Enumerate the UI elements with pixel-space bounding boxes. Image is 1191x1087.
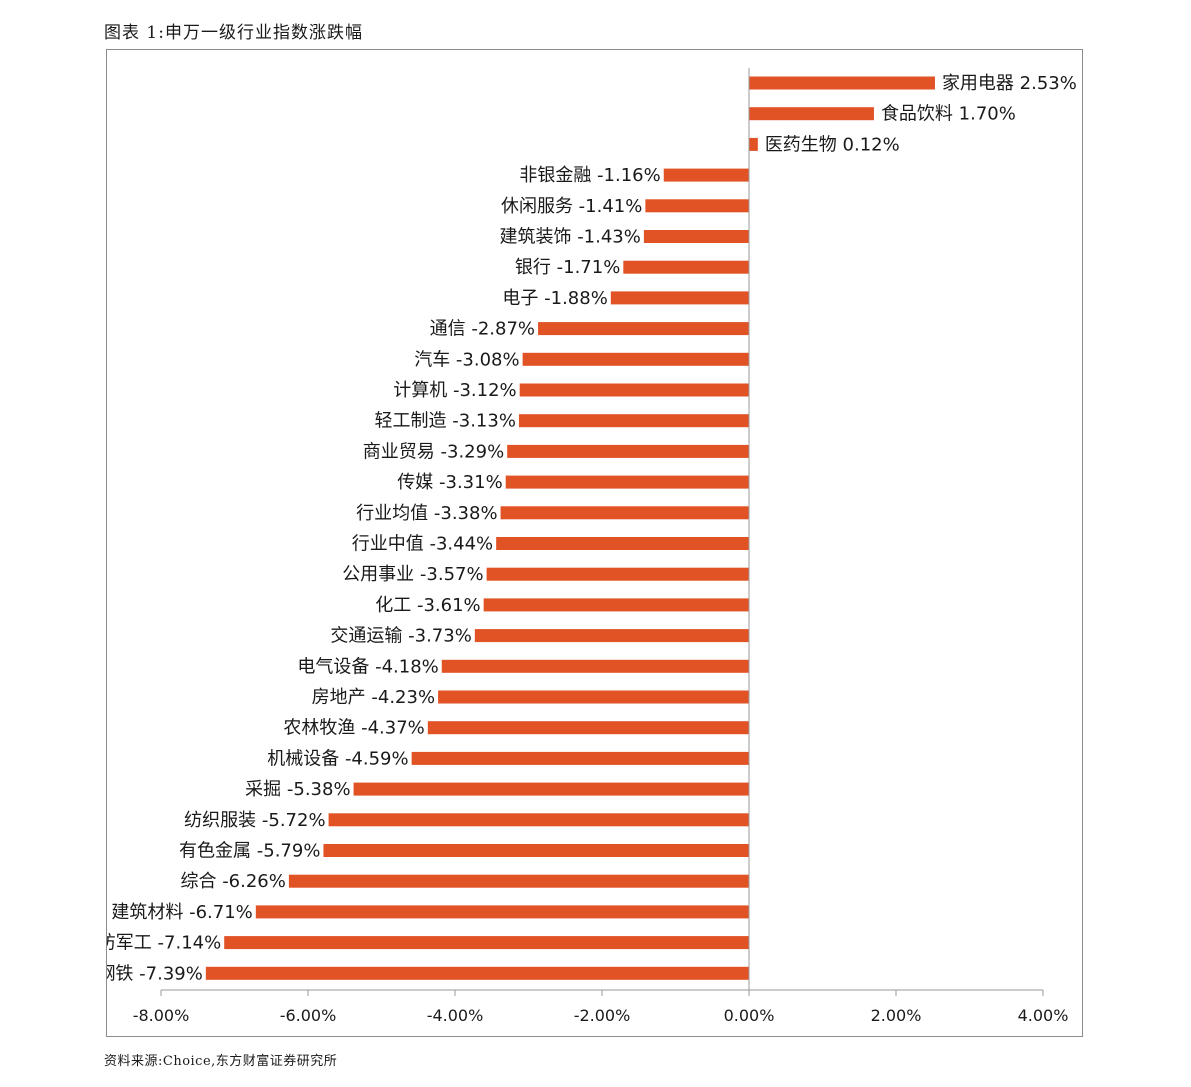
bar — [505, 475, 749, 489]
bar — [623, 260, 749, 274]
bar — [224, 936, 750, 950]
data-label: 公用事业 -3.57% — [342, 564, 483, 585]
data-label: 建筑装饰 -1.43% — [499, 227, 640, 248]
bar — [519, 383, 749, 397]
data-label: 纺织服装 -5.72% — [184, 810, 325, 831]
data-label: 医药生物 0.12% — [765, 134, 900, 155]
bar — [522, 352, 749, 366]
bar — [288, 874, 749, 888]
data-label: 行业均值 -3.38% — [356, 503, 497, 524]
data-label: 通信 -2.87% — [430, 319, 535, 340]
bar — [205, 966, 750, 980]
bar — [518, 414, 749, 428]
bar — [474, 629, 749, 643]
data-label: 非银金融 -1.16% — [519, 165, 660, 186]
data-label: 有色金属 -5.79% — [179, 841, 320, 862]
data-label: 商业贸易 -3.29% — [363, 441, 504, 462]
bar — [749, 76, 935, 90]
figure-title: 图表 1:申万一级行业指数涨跌幅 — [104, 23, 363, 43]
x-tick-label: 2.00% — [871, 1006, 922, 1025]
data-label: 机械设备 -4.59% — [267, 748, 408, 769]
bar — [610, 291, 749, 305]
data-label: 家用电器 2.53% — [942, 73, 1077, 94]
data-label: 食品饮料 1.70% — [881, 104, 1016, 125]
bar — [438, 690, 749, 704]
x-tick-label: -6.00% — [280, 1006, 337, 1025]
bar — [643, 230, 749, 243]
data-label: 电气设备 -4.18% — [297, 656, 438, 677]
x-tick-label: -8.00% — [133, 1006, 190, 1025]
bar — [411, 751, 749, 765]
bar — [353, 782, 749, 796]
data-label: 化工 -3.61% — [375, 595, 480, 616]
bar — [749, 107, 874, 121]
data-label: 农林牧渔 -4.37% — [283, 718, 424, 739]
data-label: 交通运输 -3.73% — [330, 626, 471, 647]
bar — [663, 168, 749, 182]
data-label: 传媒 -3.31% — [397, 472, 502, 493]
data-label: 房地产 -4.23% — [312, 687, 435, 708]
bar — [486, 567, 749, 581]
data-label: 汽车 -3.08% — [414, 349, 519, 370]
x-tick-label: 0.00% — [724, 1006, 775, 1025]
x-tick-label: -2.00% — [574, 1006, 631, 1025]
x-tick-label: 4.00% — [1018, 1006, 1069, 1025]
data-label: 休闲服务 -1.41% — [501, 196, 642, 217]
bar — [483, 598, 749, 612]
data-label: 钢铁 -7.39% — [107, 963, 203, 984]
data-label: 综合 -6.26% — [180, 871, 285, 892]
bar — [538, 322, 749, 336]
data-label: 轻工制造 -3.13% — [375, 411, 516, 432]
bar — [255, 905, 749, 919]
data-label: 银行 -1.71% — [515, 257, 620, 278]
data-label: 采掘 -5.38% — [245, 779, 350, 800]
data-label: 计算机 -3.12% — [393, 380, 516, 401]
bar — [496, 537, 749, 550]
bar — [427, 721, 749, 735]
bar — [507, 444, 749, 458]
x-tick-label: -4.00% — [427, 1006, 484, 1025]
bar — [500, 506, 749, 520]
bar — [323, 844, 749, 857]
bar — [328, 813, 749, 827]
bar-chart: -8.00% -6.00% -4.00% -2.00% 0.00% 2.00% 4.00% 家… — [107, 68, 1077, 1025]
chart-frame: -8.00% -6.00% -4.00% -2.00% 0.00% 2.00% 4.00% 家… — [106, 49, 1083, 1037]
data-label: 行业中值 -3.44% — [352, 534, 493, 555]
data-label: 建筑材料 -6.71% — [111, 902, 252, 923]
source-note: 资料来源:Choice,东方财富证券研究所 — [104, 1054, 338, 1069]
data-label: 国防军工 -7.14% — [107, 933, 221, 954]
data-label: 电子 -1.88% — [502, 288, 607, 309]
bar — [441, 659, 749, 673]
bar — [645, 199, 749, 213]
bar — [749, 137, 758, 151]
